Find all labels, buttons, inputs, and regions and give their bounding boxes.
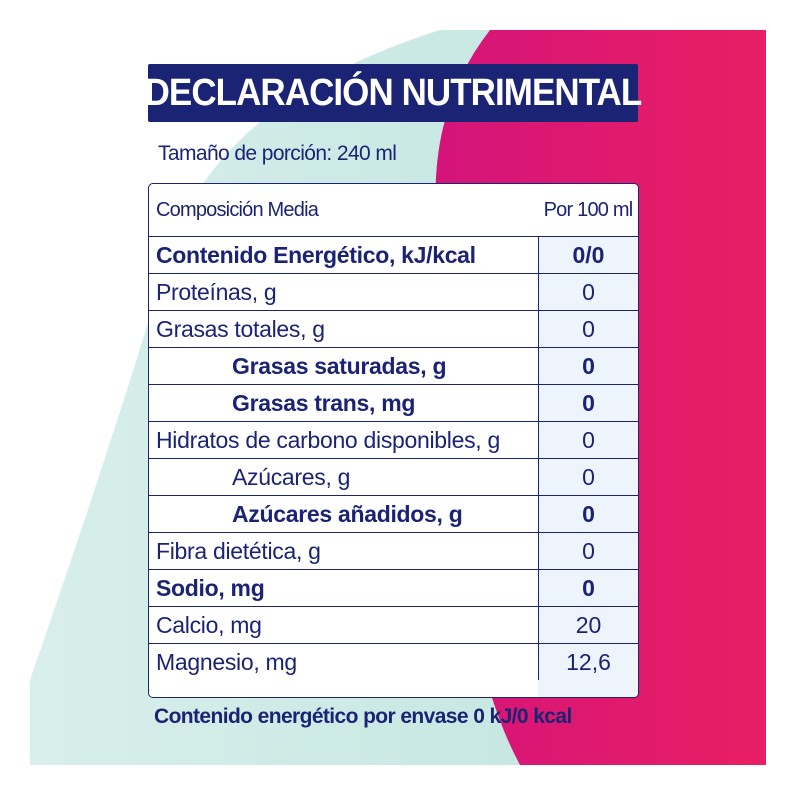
row-value: 0	[538, 459, 638, 495]
row-label: Grasas totales, g	[156, 315, 325, 342]
row-value: 0	[538, 385, 638, 421]
row-value: 0	[538, 496, 638, 532]
row-label: Grasas saturadas, g	[232, 352, 447, 379]
table-row: Fibra dietética, g 0	[149, 532, 638, 569]
row-label: Proteínas, g	[156, 278, 277, 305]
table-row: Grasas totales, g 0	[149, 310, 638, 347]
table-header-row: Composición Media Por 100 ml	[149, 184, 638, 236]
row-label: Calcio, mg	[156, 611, 262, 638]
header-value: Por 100 ml	[543, 198, 634, 221]
header-label: Composición Media	[156, 198, 319, 221]
page-title: DECLARACIÓN NUTRIMENTAL	[144, 71, 643, 114]
table-row: Grasas trans, mg 0	[149, 384, 638, 421]
table-row: Proteínas, g 0	[149, 273, 638, 310]
title-banner: DECLARACIÓN NUTRIMENTAL	[145, 64, 642, 122]
row-label: Fibra dietética, g	[156, 537, 321, 564]
table-row: Azúcares, g 0	[149, 458, 638, 495]
row-value: 0	[538, 311, 638, 347]
row-value: 0	[538, 422, 638, 458]
table-row: Calcio, mg 20	[149, 606, 638, 643]
table-row: Hidratos de carbono disponibles, g 0	[149, 421, 638, 458]
row-value: 20	[538, 607, 638, 643]
row-label: Azúcares añadidos, g	[232, 500, 463, 527]
row-value: 0	[538, 348, 638, 384]
row-label: Magnesio, mg	[156, 648, 297, 675]
value-column-background	[538, 236, 638, 697]
table-row: Magnesio, mg 12,6	[149, 643, 638, 680]
row-label: Sodio, mg	[156, 574, 265, 601]
row-label: Grasas trans, mg	[232, 389, 416, 416]
serving-size: Tamaño de porción: 240 ml	[158, 142, 397, 165]
row-label: Contenido Energético, kJ/kcal	[156, 241, 476, 268]
row-label: Azúcares, g	[232, 463, 351, 490]
row-value: 0	[538, 570, 638, 606]
table-row: Grasas saturadas, g 0	[149, 347, 638, 384]
row-value: 0	[538, 274, 638, 310]
table-row: Contenido Energético, kJ/kcal 0/0	[149, 236, 638, 273]
energy-per-package: Contenido energético por envase 0 kJ/0 k…	[154, 705, 572, 728]
row-value: 12,6	[538, 644, 638, 680]
row-value: 0	[538, 533, 638, 569]
table-row: Sodio, mg 0	[149, 569, 638, 606]
table-row: Azúcares añadidos, g 0	[149, 495, 638, 532]
row-value: 0/0	[538, 237, 638, 273]
nutrition-table: Composición Media Por 100 ml Contenido E…	[148, 183, 639, 698]
row-label: Hidratos de carbono disponibles, g	[156, 426, 500, 453]
